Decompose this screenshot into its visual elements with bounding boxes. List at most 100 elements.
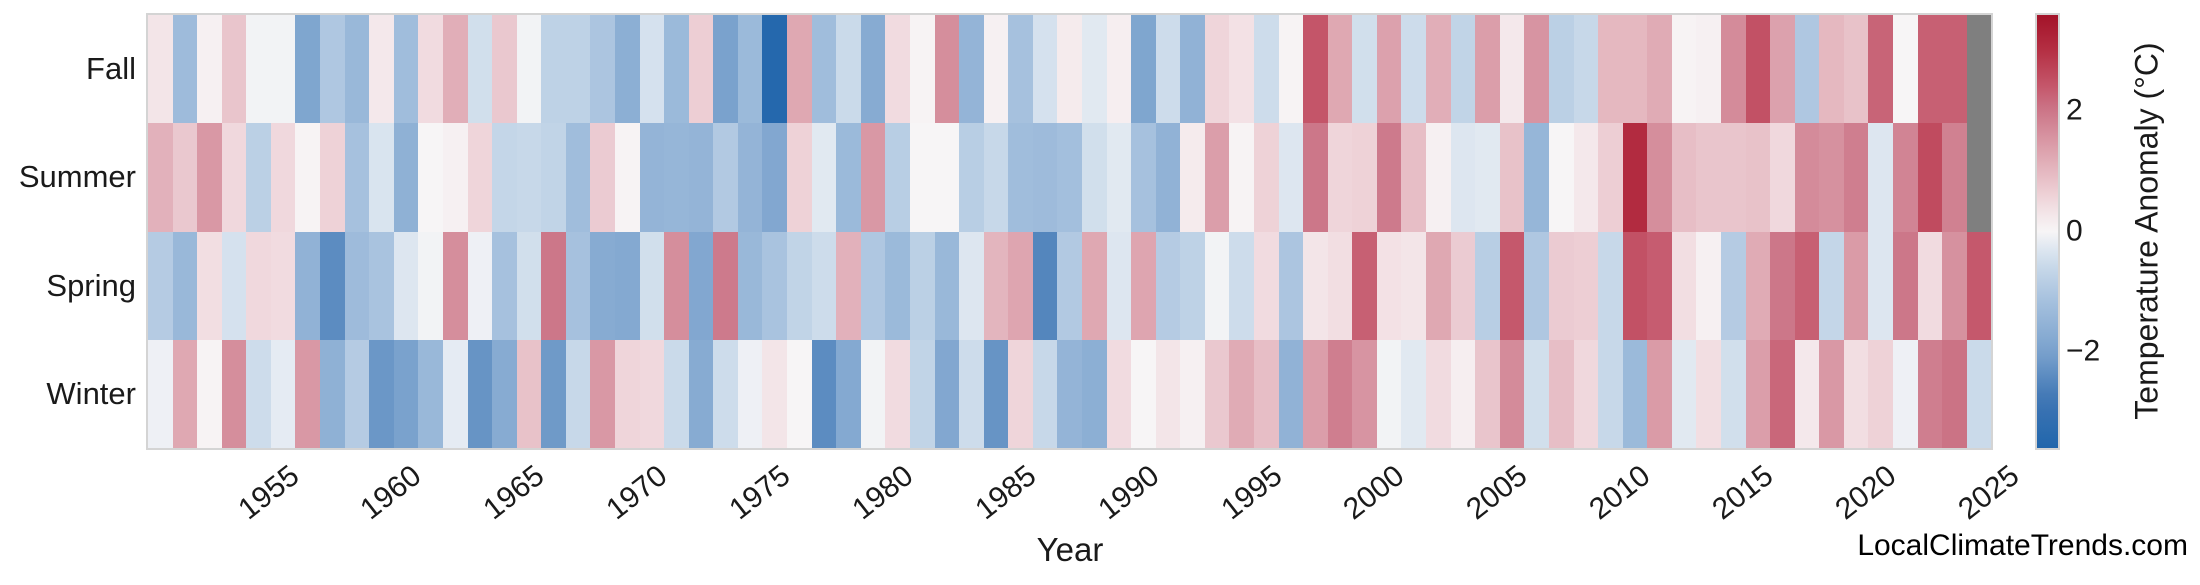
heatmap-cell	[393, 339, 419, 448]
heatmap-column-1987	[1032, 15, 1058, 448]
heatmap-cell	[221, 339, 247, 448]
heatmap-cell	[1303, 231, 1328, 340]
heatmap-column-2009	[1573, 15, 1599, 448]
heatmap-cell	[1598, 123, 1623, 232]
heatmap-cell	[909, 231, 935, 340]
heatmap-column-1980	[860, 15, 886, 448]
heatmap-cell	[492, 123, 517, 232]
heatmap-cell	[836, 339, 861, 448]
heatmap-cell	[1770, 123, 1795, 232]
heatmap-cell	[1622, 339, 1648, 448]
heatmap-cell	[1032, 231, 1058, 340]
heatmap-cell	[1721, 123, 1746, 232]
heatmap-cell	[762, 231, 788, 340]
heatmap-column-2017	[1770, 15, 1795, 448]
heatmap-cell	[1401, 231, 1427, 340]
heatmap-cell	[959, 231, 984, 340]
heatmap-cell	[1573, 231, 1599, 340]
heatmap-cell	[1229, 123, 1255, 232]
heatmap-column-1973	[688, 15, 714, 448]
heatmap-cell	[344, 123, 370, 232]
heatmap-column-1954	[221, 15, 247, 448]
heatmap-cell	[1671, 15, 1697, 124]
heatmap-column-1988	[1057, 15, 1082, 448]
heatmap-cell	[836, 15, 861, 124]
heatmap-cell	[885, 15, 910, 124]
heatmap-cell	[197, 123, 222, 232]
heatmap-cell	[295, 15, 321, 124]
x-tick-label-2000: 2000	[1337, 459, 1411, 527]
heatmap-cell	[1254, 231, 1279, 340]
heatmap-column-2025	[1966, 15, 1992, 448]
heatmap-cell	[614, 15, 640, 124]
heatmap-column-2018	[1794, 15, 1820, 448]
x-tick-label-2010: 2010	[1583, 459, 1657, 527]
heatmap-cell	[1131, 231, 1156, 340]
heatmap-cell	[295, 339, 321, 448]
heatmap-cell	[959, 123, 984, 232]
heatmap-column-2019	[1819, 15, 1844, 448]
heatmap-cell	[787, 15, 812, 124]
heatmap-cell	[1696, 231, 1721, 340]
heatmap-cell	[172, 231, 198, 340]
colorbar-title: Temperature Anomaly (°C)	[2128, 42, 2165, 420]
row-label-summer: Summer	[18, 159, 136, 195]
heatmap-cell	[1745, 339, 1771, 448]
heatmap-cell	[1278, 231, 1304, 340]
heatmap-cell	[1524, 15, 1549, 124]
heatmap-cell	[1794, 123, 1820, 232]
heatmap-cell	[1081, 123, 1107, 232]
heatmap-cell	[246, 231, 271, 340]
heatmap-cell	[1475, 123, 1500, 232]
heatmap-cell	[1524, 123, 1549, 232]
heatmap-cell	[713, 123, 738, 232]
heatmap-cell	[516, 15, 542, 124]
heatmap-cell	[1327, 123, 1353, 232]
heatmap-cell	[320, 339, 345, 448]
heatmap-column-2012	[1647, 15, 1672, 448]
heatmap-cell	[344, 339, 370, 448]
heatmap-column-1982	[909, 15, 935, 448]
heatmap-cell	[664, 123, 689, 232]
heatmap-cell	[541, 15, 566, 124]
heatmap-cell	[1843, 15, 1869, 124]
heatmap-cell	[811, 231, 837, 340]
heatmap-cell	[1450, 231, 1476, 340]
heatmap-column-1972	[664, 15, 689, 448]
heatmap-column-1956	[270, 15, 296, 448]
heatmap-cell	[983, 339, 1009, 448]
heatmap-cell	[1794, 15, 1820, 124]
heatmap-cell	[369, 231, 394, 340]
heatmap-column-2002	[1401, 15, 1427, 448]
heatmap-column-2006	[1499, 15, 1525, 448]
heatmap-cell	[1499, 339, 1525, 448]
heatmap-cell	[885, 339, 910, 448]
heatmap-cell	[639, 15, 665, 124]
heatmap-cell	[1401, 123, 1427, 232]
heatmap-column-2011	[1622, 15, 1648, 448]
heatmap-cell	[787, 339, 812, 448]
heatmap-cell	[885, 231, 910, 340]
heatmap-column-1971	[639, 15, 665, 448]
x-tick-label-1980: 1980	[846, 459, 920, 527]
heatmap-cell	[1081, 231, 1107, 340]
heatmap-cell	[418, 231, 443, 340]
heatmap-cell	[541, 123, 566, 232]
heatmap-cell	[1524, 339, 1549, 448]
heatmap-cell	[1475, 15, 1500, 124]
heatmap-cell	[1450, 339, 1476, 448]
heatmap-column-2015	[1721, 15, 1746, 448]
heatmap-cell	[1942, 15, 1967, 124]
heatmap-cell	[1204, 231, 1230, 340]
heatmap-column-1968	[565, 15, 591, 448]
heatmap-cell	[1598, 15, 1623, 124]
heatmap-cell	[664, 231, 689, 340]
heatmap-cell	[1499, 231, 1525, 340]
heatmap-cell	[811, 15, 837, 124]
heatmap-cell	[1942, 339, 1967, 448]
x-axis-title: Year	[1036, 531, 1104, 568]
heatmap-column-2024	[1942, 15, 1967, 448]
heatmap-column-1953	[197, 15, 222, 448]
heatmap-cell	[565, 339, 591, 448]
